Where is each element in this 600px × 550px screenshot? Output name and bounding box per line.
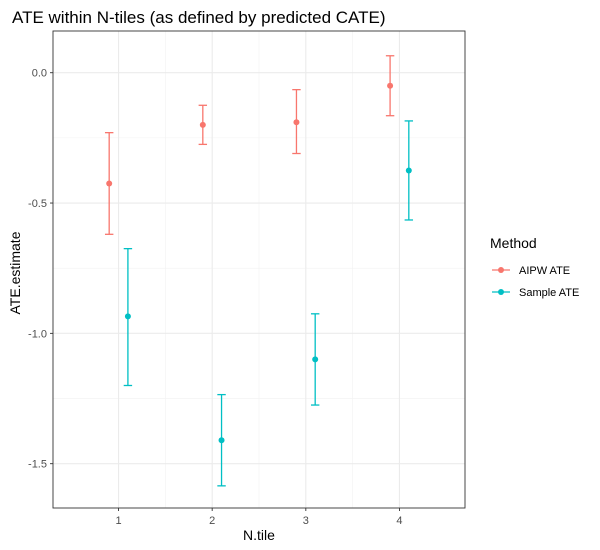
legend-key [492, 289, 510, 295]
x-axis-title: N.tile [243, 527, 275, 543]
data-point [387, 82, 394, 89]
data-point [218, 437, 225, 444]
data-point [405, 167, 412, 174]
data-point [293, 119, 300, 126]
y-axis: 0.0 -0.5 -1.0 -1.5 [28, 68, 53, 471]
x-tick-label: 2 [209, 515, 215, 527]
legend-label: Sample ATE [519, 287, 579, 299]
y-tick-label: 0.0 [32, 68, 47, 80]
x-tick-label: 3 [303, 515, 309, 527]
legend-key [492, 267, 510, 273]
data-point [124, 313, 131, 320]
legend-title: Method [490, 235, 537, 251]
data-point [312, 356, 319, 363]
data-point [199, 121, 206, 128]
y-tick-label: -1.0 [28, 328, 47, 340]
chart-title: ATE within N-tiles (as defined by predic… [12, 8, 386, 27]
legend-key-point [498, 267, 504, 273]
series-sample-ate [123, 120, 414, 487]
x-tick-label: 1 [115, 515, 121, 527]
y-tick-label: -0.5 [28, 198, 47, 210]
panel-border [52, 30, 466, 509]
x-axis: 1 2 3 4 [115, 508, 403, 527]
legend-label: AIPW ATE [519, 265, 570, 277]
series-aipw-ate [104, 55, 395, 235]
data-point [106, 180, 113, 187]
legend-key-point [498, 289, 504, 295]
x-tick-label: 4 [396, 515, 402, 527]
legend: Method AIPW ATE Sample ATE [490, 235, 579, 299]
y-axis-title: ATE.estimate [7, 231, 23, 314]
plot-panel [52, 30, 466, 509]
data-marks [104, 55, 414, 487]
y-tick-label: -1.5 [28, 459, 47, 471]
